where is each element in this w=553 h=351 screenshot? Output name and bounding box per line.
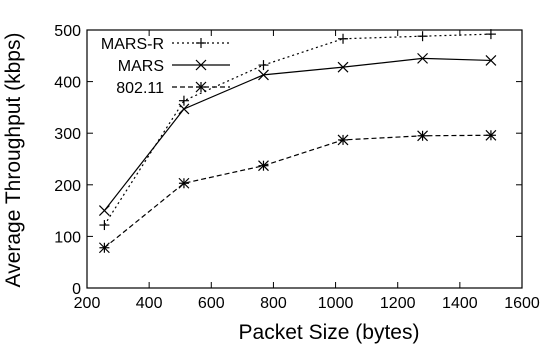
data-point-mars (485, 55, 497, 66)
marker-stroke (258, 69, 269, 81)
legend: MARS-R MARS 802.11 (101, 36, 230, 97)
legend-label: MARS (118, 58, 164, 75)
axes-layer: 200 400 600 800 1000 1200 1400 1600 0 100 200 300 40… (54, 23, 540, 312)
marker-stroke (337, 134, 349, 146)
data-point-802-11 (417, 130, 428, 142)
y-tick-label: 200 (54, 178, 81, 195)
legend-item-mars-r: MARS-R (101, 36, 230, 53)
marker-stroke (178, 103, 190, 115)
data-point-802-11 (337, 134, 349, 146)
legend-item-802-11: 802.11 (116, 80, 230, 97)
data-point-802-11 (98, 242, 110, 254)
x-tick-label: 1200 (380, 295, 416, 312)
marker-stroke (195, 59, 207, 71)
y-tick-label: 500 (54, 23, 81, 40)
x-axis-label: Packet Size (bytes) (239, 321, 420, 344)
x-tick-label: 200 (74, 295, 101, 312)
data-point-mars (178, 103, 190, 115)
legend-marker-mars-r (196, 38, 206, 48)
data-point-mars-r (178, 95, 189, 106)
marker-stroke (417, 52, 428, 64)
data-point-802-11 (178, 177, 190, 189)
marker-stroke (485, 129, 497, 141)
marker-stroke (417, 130, 428, 142)
legend-label: 802.11 (116, 80, 164, 97)
marker-stroke (98, 205, 110, 217)
data-point-mars-r (258, 60, 269, 71)
y-tick-label: 300 (54, 126, 81, 143)
series-line-mars (103, 57, 491, 211)
data-point-mars (98, 205, 110, 217)
series-layer (98, 29, 497, 254)
data-point-mars-r (338, 33, 349, 44)
x-tick-label: 1600 (504, 295, 540, 312)
series-802-11 (98, 129, 497, 254)
data-point-mars-r (417, 31, 428, 42)
legend-item-mars: MARS (118, 58, 230, 75)
data-point-mars (337, 61, 349, 73)
data-point-mars (417, 52, 428, 64)
x-tick-label: 1400 (442, 295, 478, 312)
plot-frame (86, 29, 523, 289)
marker-stroke (258, 160, 269, 172)
series-mars (98, 52, 497, 217)
y-tick-label: 400 (54, 75, 81, 92)
legend-marker-mars (195, 59, 207, 71)
data-point-802-11 (485, 129, 497, 141)
data-point-mars-r (485, 29, 496, 40)
legend-marker-802-11 (195, 81, 207, 93)
x-tick-label: 600 (198, 295, 225, 312)
marker-stroke (485, 55, 497, 66)
marker-stroke (195, 81, 207, 93)
series-line-mars-r (103, 33, 491, 226)
series-line-802-11 (104, 134, 491, 249)
y-tick-label: 100 (54, 229, 81, 246)
series-mars-r (99, 29, 496, 231)
marker-stroke (178, 177, 190, 189)
y-axis-label: Average Throughput (kbps) (2, 33, 25, 288)
x-tick-label: 1000 (318, 295, 354, 312)
marker-stroke (98, 242, 110, 254)
data-point-802-11 (258, 160, 269, 172)
y-tick-label: 0 (72, 281, 81, 298)
marker-stroke (337, 61, 349, 73)
legend-label: MARS-R (101, 36, 164, 53)
x-tick-label: 800 (260, 295, 287, 312)
data-point-mars-r (99, 220, 110, 231)
x-tick-label: 400 (136, 295, 163, 312)
data-point-mars (258, 69, 269, 81)
